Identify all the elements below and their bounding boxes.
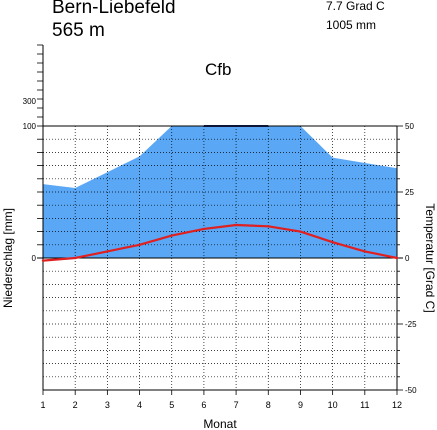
x-tick-label: 6 [201, 400, 206, 410]
temp-tick-label: 50 [405, 122, 414, 131]
x-tick-label: 5 [169, 400, 174, 410]
x-tick-label: 11 [360, 400, 369, 410]
climate-classification: Cfb [205, 60, 232, 79]
x-axis-label: Monat [203, 417, 237, 430]
temperature-point [299, 230, 302, 233]
temperature-point [170, 234, 173, 237]
x-tick-label: 8 [266, 400, 271, 410]
temperature-point [73, 256, 77, 260]
y-axis-label-left: Niederschlag [mm] [1, 208, 15, 308]
annual-precipitation: 1005 mm [326, 18, 377, 32]
x-tick-label: 9 [298, 400, 303, 410]
x-tick-label: 2 [73, 400, 78, 410]
temperature-point [395, 256, 399, 260]
temperature-point [41, 259, 45, 262]
temp-tick-label: 25 [405, 188, 414, 197]
temperature-point [202, 227, 206, 231]
precip-tick-label: 300 [23, 97, 37, 106]
x-tick-label: 4 [137, 400, 142, 410]
x-tick-label: 12 [392, 400, 402, 410]
temperature-point [106, 250, 109, 253]
temperature-point [331, 240, 334, 244]
x-tick-label: 7 [234, 400, 239, 410]
temp-tick-label: 0 [405, 254, 410, 263]
x-tick-label: 3 [105, 400, 110, 410]
precip-tick-label: 100 [23, 122, 37, 131]
y-axis-label-right: Temperatur [Grad C] [423, 203, 437, 312]
temperature-point [267, 225, 270, 228]
temperature-point [138, 243, 141, 246]
temp-tick-label: -50 [405, 386, 417, 395]
station-name: Bern-Liebefeld [52, 0, 176, 18]
x-tick-label: 1 [40, 400, 45, 410]
x-tick-label: 10 [328, 400, 338, 410]
temperature-point [363, 250, 367, 253]
temperature-point [234, 223, 238, 227]
temp-tick-label: -25 [405, 320, 417, 329]
temperature-line [42, 223, 398, 262]
precip-tick-label: 0 [32, 254, 37, 263]
mean-temperature: 7.7 Grad C [326, 0, 385, 13]
station-elevation: 565 m [52, 20, 105, 41]
